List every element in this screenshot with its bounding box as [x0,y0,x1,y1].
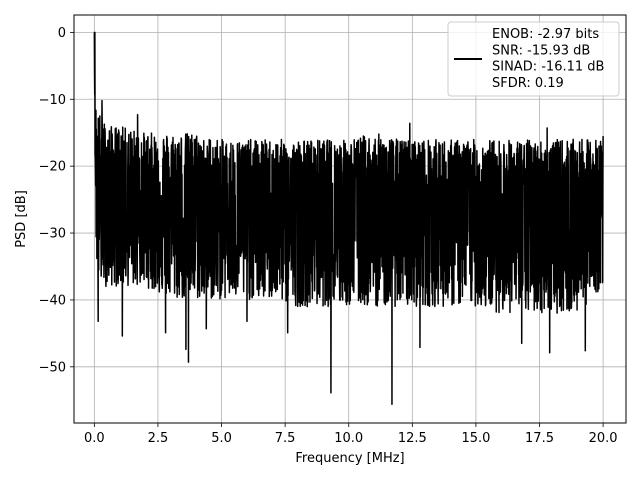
legend-box [447,21,620,97]
psd-series-line [93,31,604,406]
legend-snr: SNR: -15.93 dB [492,43,590,58]
y-tick-label: −20 [39,160,66,175]
x-axis-ticks: 0.0 2.5 5.0 7.5 10.0 12.5 15.0 17.5 20.0 [84,423,618,446]
legend: ENOB: -2.97 bits SNR: -15.93 dB SINAD: -… [447,21,620,97]
legend-enob: ENOB: -2.97 bits [492,27,599,42]
y-tick-label: −30 [39,227,66,242]
y-tick-label: −40 [39,293,66,308]
x-tick-label: 0.0 [84,431,105,446]
legend-sinad: SINAD: -16.11 dB [492,60,604,75]
x-axis-label: Frequency [MHz] [295,451,404,466]
x-tick-label: 17.5 [525,431,554,446]
x-tick-label: 7.5 [275,431,296,446]
y-axis-ticks: 0 −10 −20 −30 −40 −50 [39,26,74,375]
x-tick-label: 10.0 [334,431,363,446]
y-tick-label: −50 [39,360,66,375]
x-tick-label: 5.0 [211,431,232,446]
y-tick-label: 0 [58,26,66,41]
y-axis-label: PSD [dB] [14,190,29,248]
legend-sfdr: SFDR: 0.19 [492,76,564,91]
y-tick-label: −10 [39,93,66,108]
x-tick-label: 12.5 [398,431,427,446]
x-tick-label: 20.0 [589,431,618,446]
x-tick-label: 15.0 [461,431,490,446]
plot-area [93,31,604,406]
x-tick-label: 2.5 [148,431,169,446]
axes-frame [73,14,627,424]
